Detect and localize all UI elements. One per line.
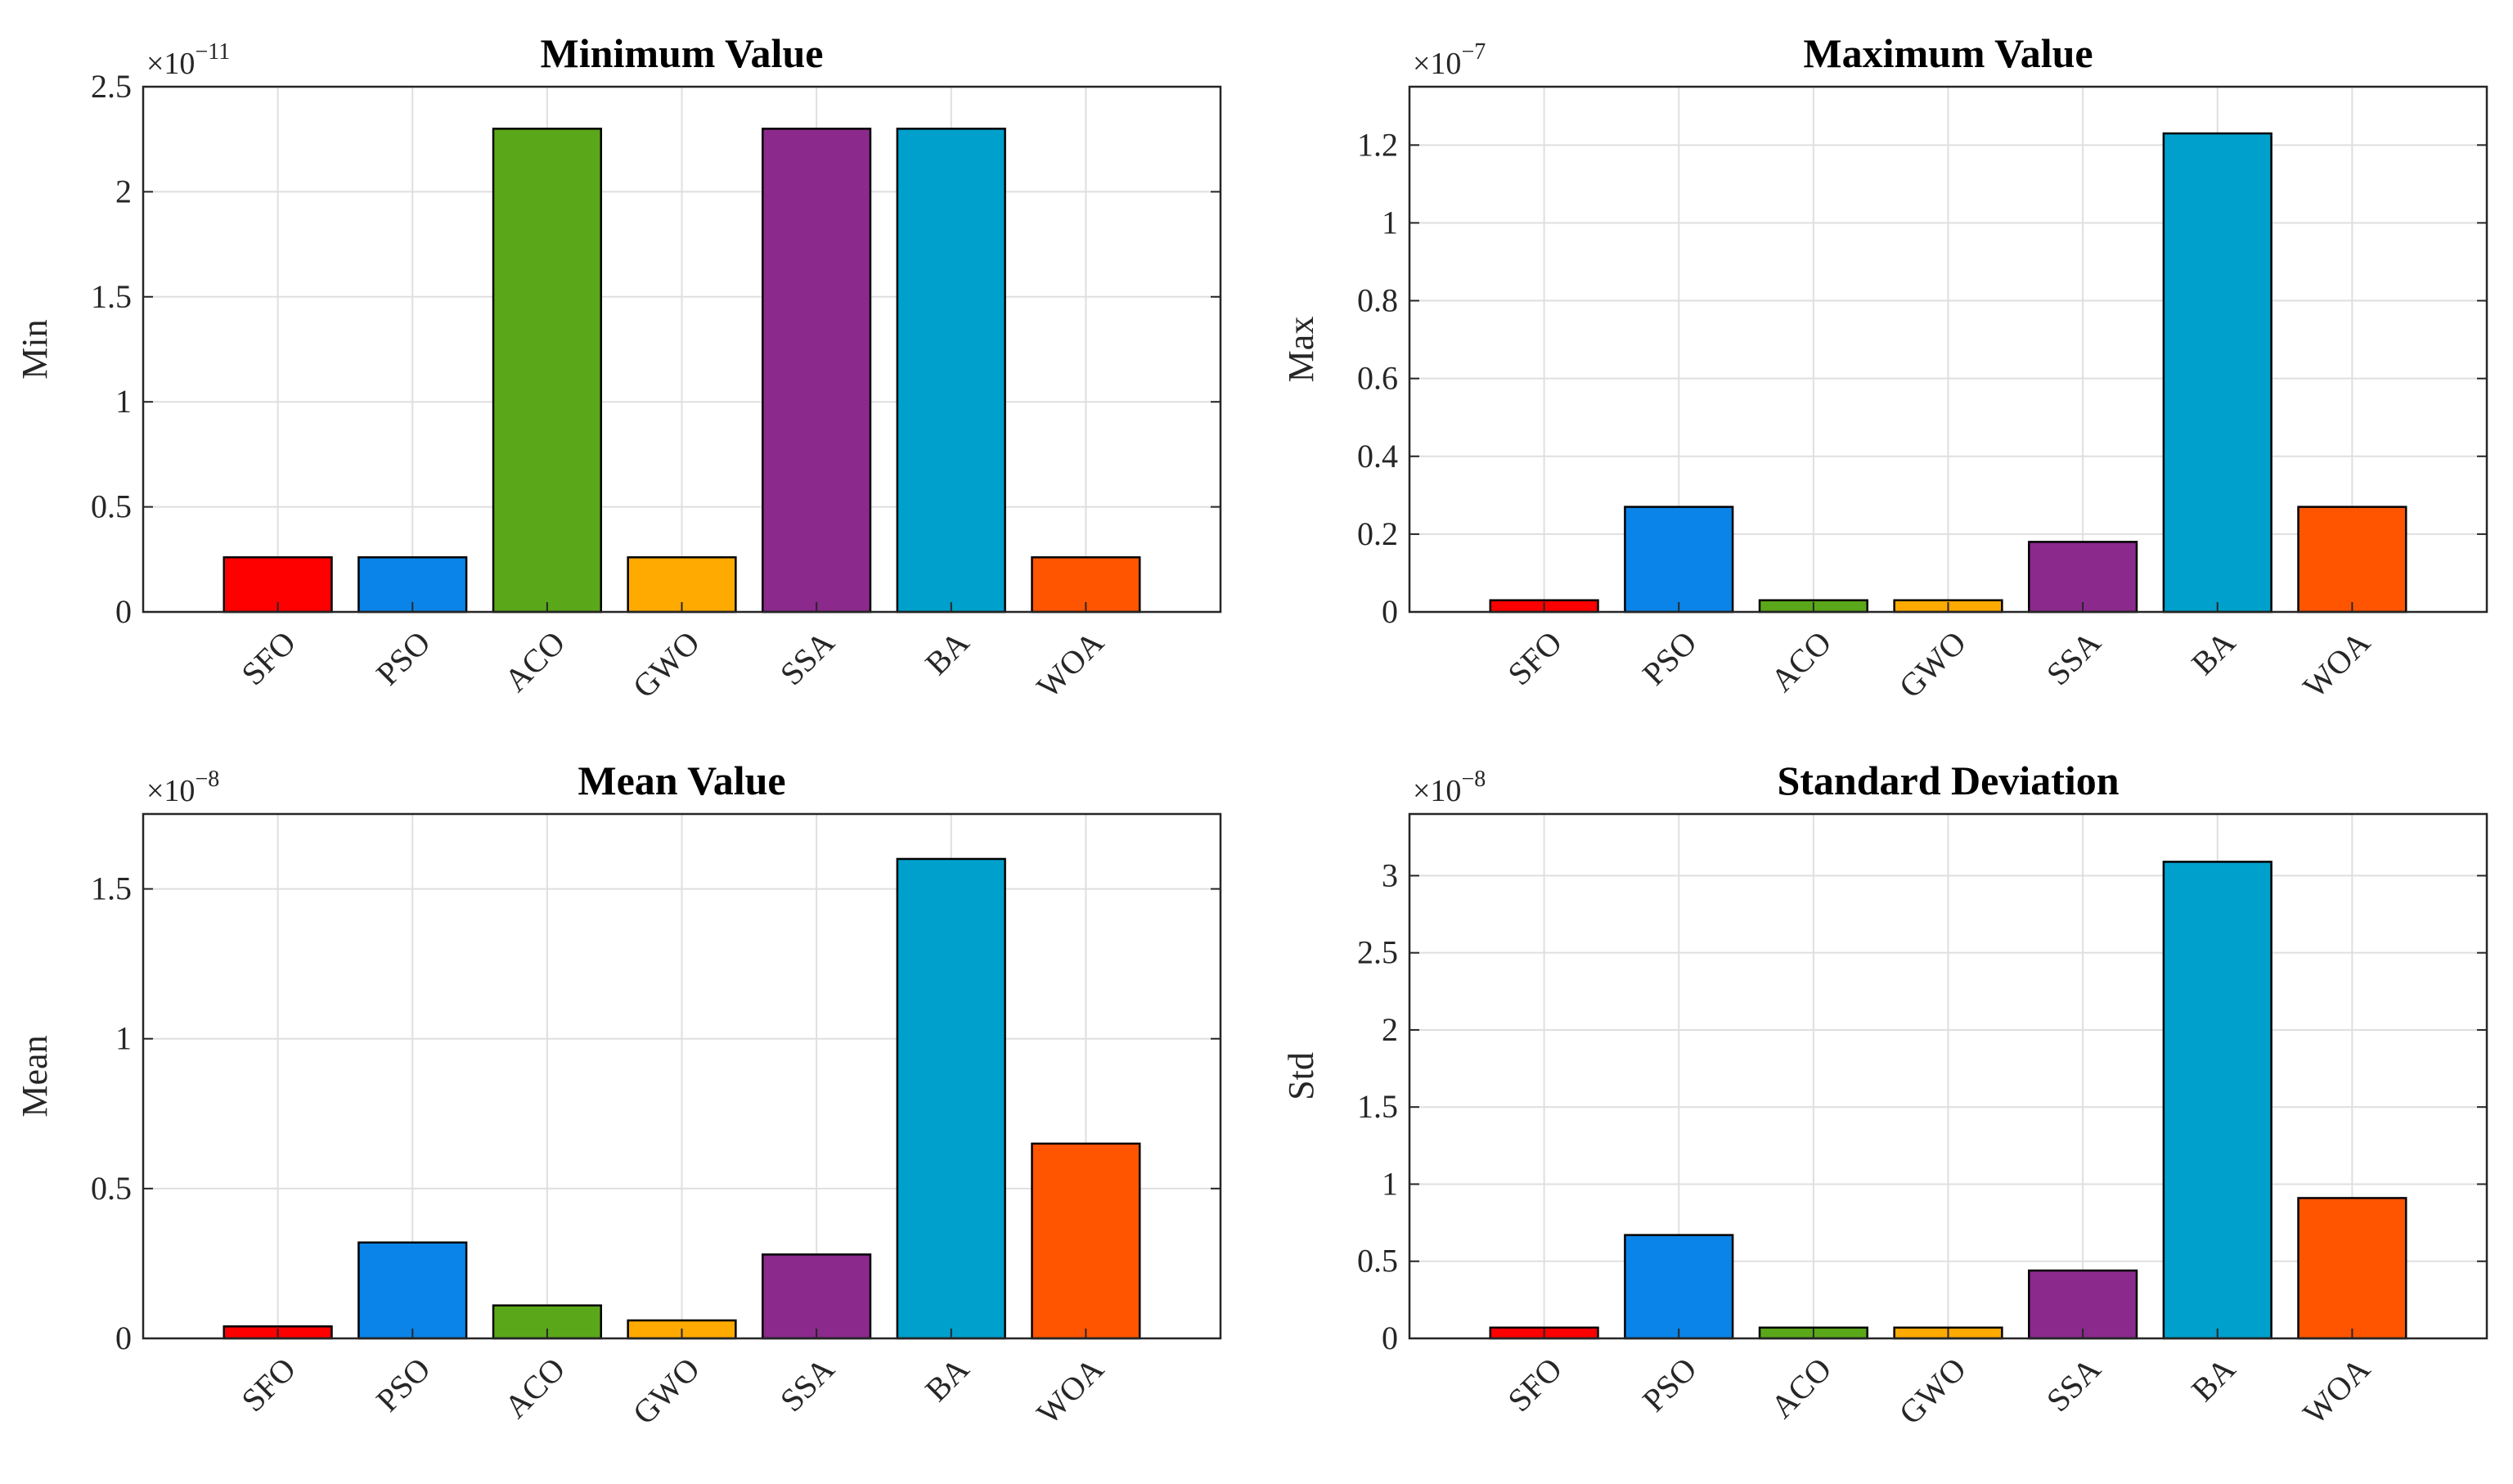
y-tick-label: 1.5 [91, 870, 132, 907]
x-tick-label: SSA [773, 1350, 842, 1419]
bar-ssa [762, 128, 872, 614]
x-tick-label: SSA [773, 623, 842, 692]
y-exponent-label: ×10−11 [146, 39, 230, 81]
x-tick-label: ACO [497, 624, 573, 699]
chart-title: Mean Value [578, 758, 785, 803]
y-tick-label: 1.5 [91, 278, 132, 315]
x-tick-label: GWO [625, 1351, 706, 1432]
x-tick-label: SSA [2039, 1350, 2108, 1419]
x-tick-label: BA [2184, 623, 2242, 681]
x-tick-label: PSO [369, 1351, 438, 1419]
y-tick-label: 0.5 [1357, 1243, 1398, 1279]
y-axis-label: Min [15, 319, 55, 379]
bar-pso [1624, 506, 1734, 614]
bar-ba [896, 128, 1006, 614]
bar-ba [2162, 132, 2272, 614]
x-tick-label: PSO [369, 624, 438, 693]
x-tick-label: GWO [625, 624, 706, 705]
chart-title: Standard Deviation [1777, 758, 2119, 803]
x-tick-label: WOA [2295, 1350, 2376, 1431]
x-tick-label: GWO [1891, 624, 1972, 705]
x-tick-label: WOA [1029, 1350, 1110, 1431]
y-tick-label: 0.4 [1357, 438, 1398, 474]
x-tick-label: PSO [1635, 624, 1704, 693]
y-tick-label: 0.6 [1357, 360, 1398, 397]
x-tick-label: BA [918, 1350, 976, 1408]
y-axis-label: Max [1281, 317, 1321, 383]
y-tick-label: 0 [1382, 1320, 1398, 1356]
y-tick-label: 1.2 [1357, 126, 1398, 163]
y-axis-label: Std [1281, 1052, 1321, 1100]
y-tick-label: 1.5 [1357, 1088, 1398, 1125]
y-exponent-label: ×10−8 [1413, 767, 1486, 808]
y-tick-label: 0.2 [1357, 515, 1398, 552]
x-tick-label: ACO [1764, 1351, 1839, 1426]
y-tick-label: 1 [1382, 204, 1398, 241]
y-tick-label: 0.8 [1357, 282, 1398, 319]
bar-aco [492, 128, 602, 614]
bar-pso [1624, 1234, 1734, 1340]
chart-panel-3: 0 0.5 1 1.5 SFO PSO ACO GWO SSA BA WOA Mean Value ×1… [15, 758, 1222, 1432]
x-tick-label: PSO [1635, 1351, 1704, 1419]
chart-panel-2: 0 0.2 0.4 0.6 0.8 1 1.2 SFO PSO ACO GWO SSA BA WOA Max… [1281, 30, 2488, 705]
y-exponent-label: ×10−8 [146, 767, 219, 808]
bar-ssa [2028, 541, 2138, 614]
y-exponent-label: ×10−7 [1413, 39, 1486, 81]
y-tick-label: 1 [1382, 1165, 1398, 1202]
y-tick-label: 2 [1382, 1011, 1398, 1048]
y-tick-label: 0 [115, 1320, 132, 1356]
bar-ssa [2028, 1269, 2138, 1340]
x-tick-label: ACO [1764, 624, 1839, 699]
chart-title: Minimum Value [541, 30, 824, 76]
bar-pso [357, 1241, 468, 1340]
bar-woa [2297, 1197, 2407, 1340]
x-tick-label: BA [2184, 1350, 2242, 1408]
x-tick-label: GWO [1891, 1351, 1972, 1432]
x-tick-label: BA [918, 623, 976, 681]
y-tick-label: 2.5 [1357, 934, 1398, 971]
chart-title: Maximum Value [1803, 30, 2093, 76]
chart-panel-4: 0 0.5 1 1.5 2 2.5 3 SFO PSO ACO GWO SSA BA WOA Standar… [1281, 758, 2488, 1432]
bar-ba [2162, 861, 2272, 1340]
x-tick-label: ACO [497, 1351, 573, 1426]
y-tick-label: 2 [115, 173, 132, 209]
y-tick-label: 0 [115, 593, 132, 630]
y-tick-label: 0.5 [91, 488, 132, 525]
bar-woa [1031, 1142, 1141, 1340]
bar-woa [2297, 506, 2407, 614]
x-tick-label: SFO [234, 624, 303, 693]
chart-panel-1: 0 0.5 1 1.5 2 2.5 SFO PSO ACO GWO SSA BA WOA Minimum … [15, 30, 1222, 705]
bar-ssa [762, 1253, 872, 1340]
x-tick-label: WOA [1029, 623, 1110, 704]
x-tick-label: SFO [234, 1351, 303, 1419]
y-tick-label: 1 [115, 1020, 132, 1057]
y-tick-label: 2.5 [91, 68, 132, 105]
x-tick-label: SSA [2039, 623, 2108, 692]
y-tick-label: 3 [1382, 857, 1398, 893]
y-tick-label: 1 [115, 383, 132, 420]
y-axis-label: Mean [15, 1035, 55, 1117]
y-tick-label: 0.5 [91, 1170, 132, 1207]
y-tick-label: 0 [1382, 593, 1398, 630]
x-tick-label: WOA [2295, 623, 2376, 704]
x-tick-label: SFO [1500, 1351, 1569, 1419]
bar-ba [896, 857, 1006, 1340]
x-tick-label: SFO [1500, 624, 1569, 693]
